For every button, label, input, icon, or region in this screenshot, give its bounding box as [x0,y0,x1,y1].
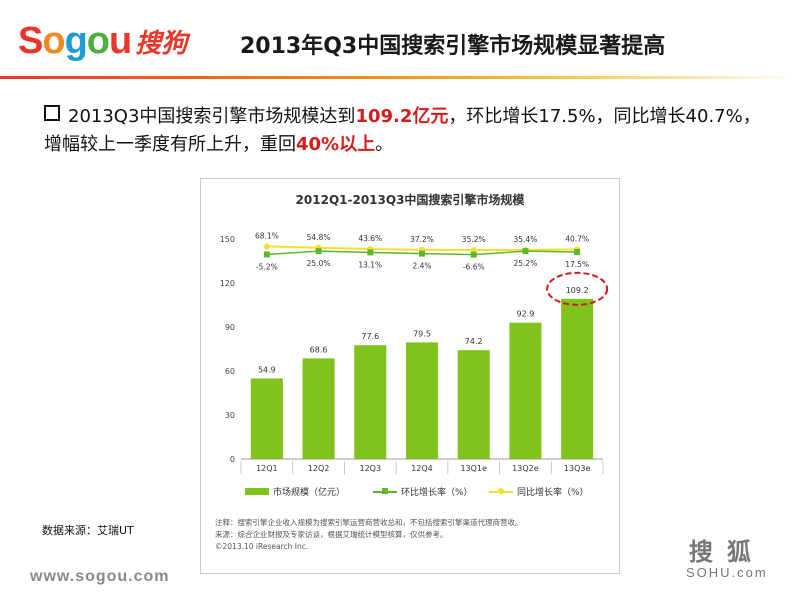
highlight-circle [546,271,609,306]
bar-value-label: 79.5 [413,329,431,338]
chart-frame: 2012Q1-2013Q3中国搜索引擎市场规模 0 30 60 90 120 150 54.… [200,178,620,574]
qoq-label: -5.2% [256,262,278,271]
bar-value-label: 77.6 [361,332,379,341]
chart-note: 注释：搜索引擎企业收入规模为搜索引擎运营商营收总和，不包括搜索引擎渠道代理商营收… [215,517,611,553]
yoy-label: 35.4% [514,235,538,244]
legend-swatch-yoy [489,487,513,494]
qoq-point [470,251,477,258]
bar [250,378,283,459]
bullet-checkbox-icon [44,105,60,121]
y-tick-label: 150 [220,235,235,244]
qoq-label: 2.4% [412,262,431,271]
summary-highlight-1: 109.2亿元 [355,106,449,127]
x-tick-label: 13Q1e [460,464,487,473]
bar [509,322,542,459]
summary-part-1: 2013Q3中国搜索引擎市场规模达到 [68,106,356,127]
qoq-label: -6.6% [463,263,485,272]
bar [561,298,594,459]
y-tick-label: 90 [225,323,235,332]
yoy-label: 40.7% [565,234,589,243]
chart-copyright: ©2013.10 iResearch Inc. [215,542,309,551]
sogou-logo-wordmark: Sogou [18,19,132,62]
x-tick-label: 12Q1 [256,464,278,473]
title-divider [0,76,800,79]
summary-part-3: 。 [375,134,394,155]
qoq-point [574,248,581,255]
bar-value-label: 74.2 [465,337,483,346]
sohu-logo-chinese: 搜狐 [688,538,765,566]
yoy-label: 68.1% [255,231,279,240]
qoq-point [315,248,322,255]
bar [457,350,490,459]
yoy-label: 35.2% [462,235,486,244]
y-tick-label: 60 [225,367,235,376]
qoq-label: 13.1% [358,260,382,269]
sogou-logo-chinese: 搜狗 [135,28,188,59]
summary-part-2: ，环比增长17.5%，同比增长40.7%，增幅较上一季度有所上升，重回 [44,106,761,155]
y-tick-label: 0 [230,455,235,464]
market-size-chart: 0 30 60 90 120 150 54.9 12Q1 68.6 12Q2 77.6 12Q3 79.… [220,231,609,474]
bar-value-label: 92.9 [517,310,535,319]
yoy-label: 54.8% [307,233,331,242]
summary-highlight-2: 40%以上 [296,134,376,155]
x-tick-label: 12Q4 [411,464,433,473]
y-tick-label: 120 [220,279,235,288]
chart-title: 2012Q1-2013Q3中国搜索引擎市场规模 [295,193,525,207]
yoy-label: 37.2% [410,235,434,244]
summary-text: 2013Q3中国搜索引擎市场规模达到109.2亿元，环比增长17.5%，同比增长… [44,103,764,159]
qoq-label: 25.2% [514,259,538,268]
legend-swatch-bar [245,488,269,495]
legend-item-qoq: 环比增长率（%） [373,485,473,498]
footer-url-link[interactable]: www.sogou.com [30,568,170,585]
qoq-label: 17.5% [565,260,589,269]
data-source-label: 数据来源：艾瑞UT [42,524,134,537]
bar-value-label: 54.9 [258,365,276,374]
x-tick-label: 12Q3 [359,464,381,473]
legend-swatch-qoq [373,487,397,494]
sogou-logo: Sogou 搜狗 [18,18,187,64]
qoq-point [419,250,425,257]
chart-note-line: 来源：综合企业财报及专家访谈，根据艾瑞统计模型核算，仅供参考。 [215,530,448,539]
bar-value-label: 68.6 [310,345,328,354]
x-tick-label: 13Q3e [564,464,591,473]
bar [405,342,439,459]
sohu-logo: 搜狐 SOHU.com [686,532,768,580]
qoq-point [263,251,270,258]
yoy-point [470,246,477,253]
bar [302,358,335,459]
page-title: 2013年Q3中国搜索引擎市场规模显著提高 [240,34,666,59]
bar-value-label: 109.2 [566,286,589,295]
sohu-logo-english: SOHU.com [686,565,768,580]
qoq-label: 25.0% [307,259,331,268]
qoq-point [367,249,374,256]
x-tick-label: 12Q2 [308,464,330,473]
x-tick-label: 13Q2e [512,464,539,473]
bar [354,345,387,459]
qoq-point [522,248,529,255]
yoy-point [263,243,270,250]
chart-note-line: 注释：搜索引擎企业收入规模为搜索引擎运营商营收总和，不包括搜索引擎渠道代理商营收… [215,518,523,527]
yoy-label: 43.6% [358,234,382,243]
legend-item-yoy: 同比增长率（%） [489,485,589,498]
legend-item-market-size: 市场规模（亿元） [245,485,345,498]
y-tick-label: 30 [225,411,235,420]
